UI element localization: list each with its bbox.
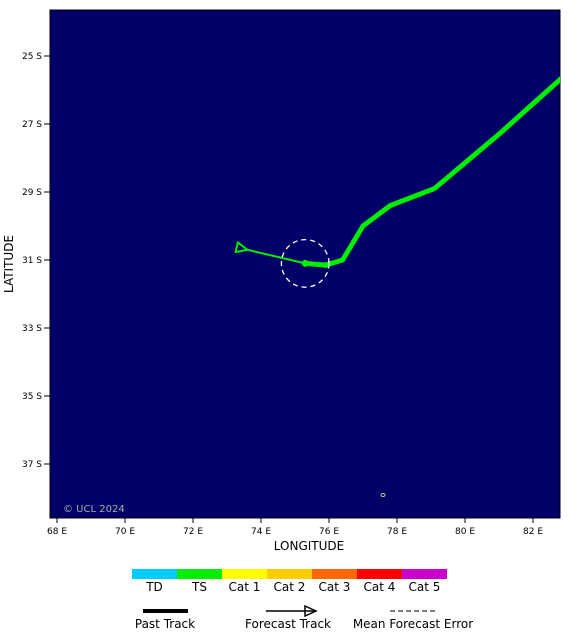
legend-label: Cat 2 xyxy=(274,580,306,594)
x-tick-label: 70 E xyxy=(115,527,135,537)
y-tick-label: 35 S xyxy=(22,392,42,402)
x-tick-label: 76 E xyxy=(319,527,339,537)
legend-label: Cat 1 xyxy=(229,580,261,594)
legend-swatch xyxy=(267,569,312,579)
legend-swatch xyxy=(222,569,267,579)
x-axis-label: LONGITUDE xyxy=(274,539,344,553)
legend-label: Cat 5 xyxy=(409,580,441,594)
copyright-text: © UCL 2024 xyxy=(63,504,125,515)
legend-swatch xyxy=(402,569,447,579)
forecast-track-label: Forecast Track xyxy=(245,617,331,631)
mean-error-legend: Mean Forecast Error xyxy=(353,610,473,631)
forecast-error-circle xyxy=(280,238,330,288)
x-tick-label: 74 E xyxy=(251,527,271,537)
forecast-track-legend: Forecast Track xyxy=(245,611,331,631)
y-tick-label: 31 S xyxy=(22,256,42,266)
island-marker xyxy=(380,493,386,497)
legend-label: Cat 3 xyxy=(319,580,351,594)
x-tick-label: 80 E xyxy=(455,527,475,537)
legend-swatch xyxy=(312,569,357,579)
x-tick-label: 72 E xyxy=(183,527,203,537)
mean-error-label: Mean Forecast Error xyxy=(353,617,473,631)
y-tick-label: 27 S xyxy=(22,120,42,130)
x-tick-label: 82 E xyxy=(523,527,543,537)
y-tick-label: 33 S xyxy=(22,324,42,334)
legend-label: TD xyxy=(145,580,163,594)
past-track-label: Past Track xyxy=(135,617,195,631)
legend-swatch xyxy=(132,569,177,579)
current-position-marker xyxy=(301,259,309,267)
x-tick-label: 78 E xyxy=(387,527,407,537)
category-legend: TD TS Cat 1 Cat 2 Cat 3 Cat 4 Cat 5 xyxy=(132,569,447,594)
y-tick-label: 25 S xyxy=(22,52,42,62)
legend-label: Cat 4 xyxy=(364,580,396,594)
y-tick-label: 37 S xyxy=(22,460,42,470)
legend-swatch xyxy=(357,569,402,579)
forecast-track-line xyxy=(247,250,306,265)
legend-swatch xyxy=(177,569,222,579)
y-axis-ticks: 25 S 27 S 29 S 31 S 33 S 35 S 37 S xyxy=(22,52,50,470)
legend-label: TS xyxy=(191,580,207,594)
y-axis-label: LATITUDE xyxy=(2,235,16,293)
past-position-marker xyxy=(322,262,329,269)
x-axis-ticks: 68 E 70 E 72 E 74 E 76 E 78 E 80 E 82 E xyxy=(47,518,543,537)
y-tick-label: 29 S xyxy=(22,188,42,198)
past-track-legend: Past Track xyxy=(135,609,195,631)
x-tick-label: 68 E xyxy=(47,527,67,537)
